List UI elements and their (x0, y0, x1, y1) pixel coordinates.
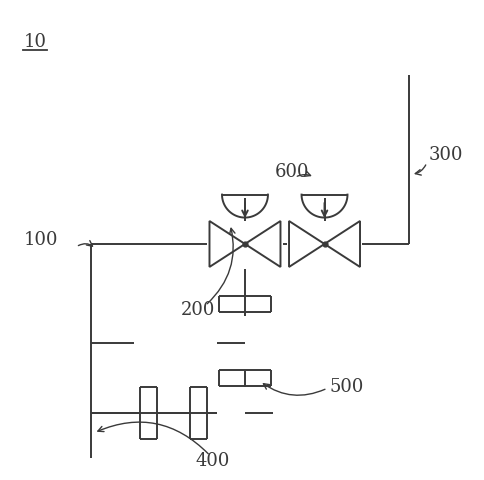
Polygon shape (210, 222, 245, 267)
Text: 10: 10 (23, 33, 46, 51)
Text: 600: 600 (275, 163, 309, 181)
Text: 200: 200 (181, 300, 215, 318)
Polygon shape (245, 222, 280, 267)
Text: 300: 300 (429, 146, 463, 164)
Text: 100: 100 (23, 230, 58, 249)
Polygon shape (289, 222, 324, 267)
Polygon shape (324, 222, 360, 267)
Text: 500: 500 (330, 377, 364, 396)
Text: 400: 400 (195, 451, 229, 469)
